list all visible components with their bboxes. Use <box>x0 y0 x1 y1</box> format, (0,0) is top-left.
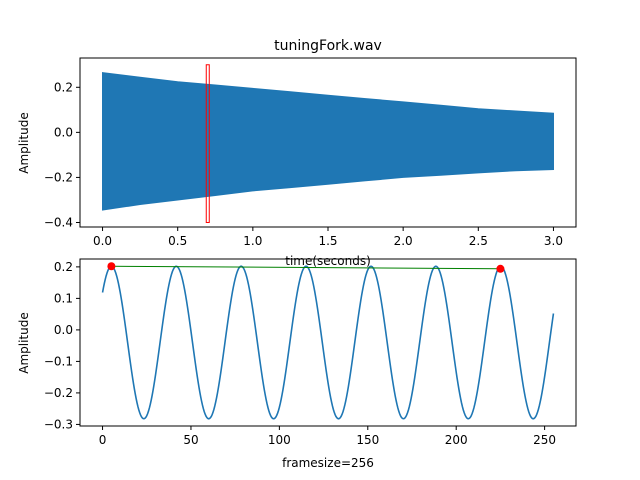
waveform-y-tick-label: −0.2 <box>44 170 73 184</box>
frame-y-tick-label: 0.0 <box>54 323 73 337</box>
frame-x-tick-label: 100 <box>268 433 291 447</box>
frame-x-ticks: 0 50 100 150 200 250 <box>99 426 556 447</box>
frame-x-label: framesize=256 <box>282 456 374 470</box>
frame-y-tick-label: 0.1 <box>54 291 73 305</box>
frame-x-tick-label: 250 <box>533 433 556 447</box>
waveform-x-tick-label: 1.0 <box>243 234 262 248</box>
frame-y-tick-label: −0.3 <box>44 417 73 431</box>
waveform-plot-area <box>102 64 554 223</box>
waveform-y-tick-label: 0.0 <box>54 125 73 139</box>
frame-plot-area <box>101 262 555 420</box>
waveform-x-ticks: 0.0 0.5 1.0 1.5 2.0 2.5 3.0 <box>93 227 563 248</box>
waveform-signal <box>102 72 554 211</box>
frame-y-tick-label: −0.1 <box>44 354 73 368</box>
waveform-x-tick-label: 3.0 <box>544 234 563 248</box>
frame-x-tick-label: 50 <box>183 433 198 447</box>
waveform-x-tick-label: 2.0 <box>394 234 413 248</box>
peak-marker <box>496 264 505 273</box>
waveform-y-label: Amplitude <box>17 112 31 174</box>
frame-x-tick-label: 150 <box>356 433 379 447</box>
waveform-title: tuningFork.wav <box>274 38 382 54</box>
waveform-x-tick-label: 1.5 <box>318 234 337 248</box>
waveform-x-label: time(seconds) <box>285 254 371 268</box>
frame-x-tick-label: 0 <box>99 433 107 447</box>
frame-y-ticks: 0.2 0.1 0.0 −0.1 −0.2 −0.3 <box>44 260 80 431</box>
waveform-y-tick-label: 0.2 <box>54 80 73 94</box>
frame-x-tick-label: 200 <box>445 433 468 447</box>
waveform-y-tick-label: −0.4 <box>44 215 73 229</box>
frame-position-marker <box>205 64 210 223</box>
peak-connector-line <box>111 265 501 270</box>
frame-y-tick-label: 0.2 <box>54 260 73 274</box>
frame-y-label: Amplitude <box>17 312 31 374</box>
waveform-axes: tuningFork.wav 0.0 0.5 1.0 1.5 2.0 2.5 3.0 0.2… <box>17 38 577 268</box>
frame-y-tick-label: −0.2 <box>44 386 73 400</box>
frame-axes: 0 50 100 150 200 250 0.2 0.1 0.0 −0.1 −0.2 −0.3 fr… <box>17 258 577 470</box>
peak-marker <box>107 262 116 271</box>
waveform-x-tick-label: 0.5 <box>168 234 187 248</box>
waveform-x-tick-label: 2.5 <box>469 234 488 248</box>
frame-frame <box>79 258 577 427</box>
waveform-x-tick-label: 0.0 <box>93 234 112 248</box>
waveform-y-ticks: 0.2 0.0 −0.2 −0.4 <box>44 80 80 229</box>
